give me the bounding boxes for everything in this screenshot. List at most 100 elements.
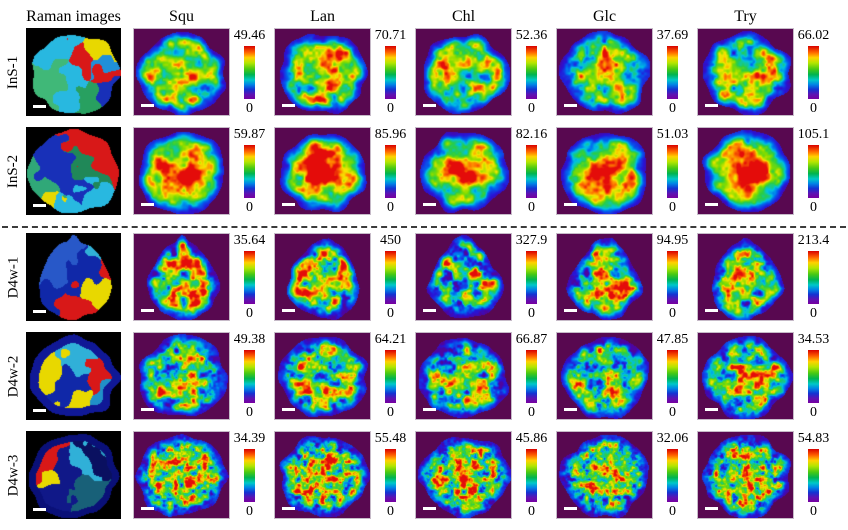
colorbar-gradient [667,448,678,502]
column-header-squ: Squ [133,8,274,26]
heatmap-image-wrap [697,233,794,321]
heatmap-image-wrap [556,28,653,116]
colorbar-gradient [808,144,819,198]
colorbar: 82.16 0 [512,127,551,215]
heatmap-cell-image [698,234,793,320]
colorbar-gradient [526,250,537,304]
heatmap-image-wrap [556,332,653,420]
raman-image [26,431,121,519]
colorbar-gradient [667,144,678,198]
raman-cell-image [26,127,121,215]
colorbar-min-value: 0 [246,504,253,519]
heatmap-panel: 35.64 0 [133,233,269,321]
heatmap-image-wrap [415,233,512,321]
colorbar-min-value: 0 [246,306,253,321]
column-header-chl-label: Chl [451,8,476,25]
colorbar-max-value: 70.71 [374,28,407,43]
raman-cell-image [26,28,121,116]
colorbar: 49.38 0 [230,332,269,420]
heatmap-panel: 64.21 0 [274,332,410,420]
heatmap-panel: 47.85 0 [556,332,692,420]
heatmap-image-wrap [274,431,371,519]
colorbar-max-value: 45.86 [515,431,548,446]
colorbar-min-value: 0 [246,101,253,116]
column-header-chl: Chl [415,8,556,26]
colorbar-max-value: 51.03 [656,127,689,142]
scale-bar [564,203,577,206]
colorbar: 35.64 0 [230,233,269,321]
scale-bar [423,507,436,510]
scale-bar [564,309,577,312]
colorbar-max-value: 54.83 [797,431,830,446]
colorbar-min-value: 0 [246,405,253,420]
colorbar-max-value: 37.69 [656,28,689,43]
heatmap-image-wrap [133,233,230,321]
heatmap-panel: 59.87 0 [133,127,269,215]
colorbar: 34.53 0 [794,332,833,420]
colorbar: 85.96 0 [371,127,410,215]
colorbar-max-value: 49.38 [233,332,266,347]
colorbar-gradient [385,448,396,502]
scale-bar [33,310,46,313]
row-label-wrap: InS-2 [2,127,26,215]
heatmap-cell-image [698,333,793,419]
colorbar-max-value: 47.85 [656,332,689,347]
heatmap-image-wrap [697,28,794,116]
colorbar: 450 0 [371,233,410,321]
raman-cell-image [26,233,121,321]
heatmap-panel: 32.06 0 [556,431,692,519]
colorbar: 70.71 0 [371,28,410,116]
colorbar-gradient [808,250,819,304]
scale-bar [564,507,577,510]
colorbar-gradient [385,349,396,403]
heatmap-panel: 327.9 0 [415,233,551,321]
heatmap-panel: 51.03 0 [556,127,692,215]
heatmap-panel: 49.46 0 [133,28,269,116]
colorbar-min-value: 0 [669,306,676,321]
scale-bar [282,507,295,510]
heatmap-image-wrap [274,28,371,116]
heatmap-cell-image [698,128,793,214]
heatmap-panel: 66.87 0 [415,332,551,420]
colorbar-max-value: 49.46 [233,28,266,43]
colorbar: 54.83 0 [794,431,833,519]
scale-bar [282,408,295,411]
figure-row: D4w-1 35.64 0 450 0 3 [2,233,846,328]
colorbar-max-value: 94.95 [656,233,689,248]
colorbar-min-value: 0 [387,504,394,519]
scale-bar [33,204,46,207]
colorbar-min-value: 0 [810,504,817,519]
scale-bar [141,507,154,510]
raman-image [26,332,121,420]
row-label: D4w-3 [5,454,22,496]
heatmap-cell-image [557,234,652,320]
colorbar-max-value: 82.16 [515,127,548,142]
heatmap-cell-image [416,234,511,320]
heatmap-cell-image [134,333,229,419]
colorbar: 66.87 0 [512,332,551,420]
colorbar-min-value: 0 [528,200,535,215]
heatmap-panel: 82.16 0 [415,127,551,215]
heatmap-image-wrap [556,233,653,321]
row-label-wrap: D4w-2 [2,332,26,420]
colorbar-gradient [808,45,819,99]
scale-bar [423,408,436,411]
heatmap-image-wrap [415,28,512,116]
heatmap-cell-image [416,128,511,214]
colorbar-max-value: 59.87 [233,127,266,142]
heatmap-image-wrap [274,233,371,321]
colorbar-gradient [667,45,678,99]
colorbar: 64.21 0 [371,332,410,420]
colorbar-min-value: 0 [387,101,394,116]
colorbar-gradient [526,45,537,99]
scale-bar [564,104,577,107]
heatmap-image-wrap [415,127,512,215]
colorbar-min-value: 0 [528,504,535,519]
heatmap-cell-image [134,128,229,214]
column-header-lan-label: Lan [310,8,335,25]
heatmap-cell-image [134,234,229,320]
colorbar: 32.06 0 [653,431,692,519]
heatmap-image-wrap [133,332,230,420]
heatmap-image-wrap [697,332,794,420]
scale-bar [141,309,154,312]
